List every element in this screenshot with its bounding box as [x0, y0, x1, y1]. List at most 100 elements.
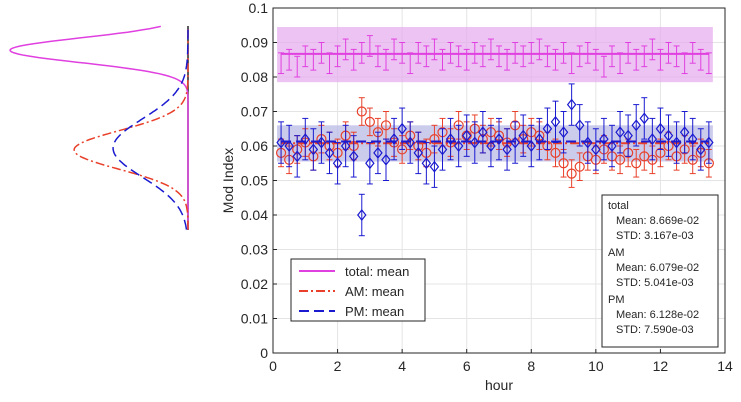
- x-tick-label: 12: [653, 358, 669, 374]
- x-tick-label: 6: [463, 358, 471, 374]
- pm-point: [381, 153, 391, 166]
- am-point: [550, 147, 561, 158]
- series-pm: [276, 83, 714, 237]
- pm-point: [558, 126, 569, 139]
- marginal-curve-pm: [112, 26, 189, 230]
- stats-box-frame: [601, 194, 719, 348]
- stats-am-mean: Mean: 6.079e-02: [616, 262, 699, 274]
- am-point: [566, 168, 577, 179]
- pm-point: [647, 133, 658, 146]
- pm-point: [534, 133, 545, 146]
- pm-point: [655, 122, 666, 135]
- y-tick-label: 0.03: [241, 242, 268, 258]
- y-tick-labels: 0 0.01 0.02 0.03 0.04 0.05 0.06 0.07 0.08 0.09 0.1: [241, 0, 268, 361]
- pm-point: [348, 150, 359, 163]
- pm-point: [631, 119, 641, 132]
- pm-point: [542, 122, 553, 135]
- y-tick-label: 0.04: [241, 207, 268, 223]
- legend-label-am: AM: mean: [345, 284, 404, 299]
- pm-point: [324, 146, 335, 159]
- y-tick-label: 0.05: [241, 173, 268, 189]
- y-tick-label: 0: [260, 345, 268, 361]
- pm-point: [373, 146, 383, 159]
- stats-pm-std: STD: 7.590e-03: [616, 324, 694, 336]
- pm-point: [478, 126, 488, 139]
- pm-point: [696, 143, 706, 156]
- pm-point: [284, 140, 294, 152]
- x-tick-label: 4: [398, 358, 406, 374]
- am-point: [364, 116, 375, 127]
- pm-point: [421, 157, 432, 170]
- am-point: [574, 161, 585, 172]
- stats-am-std: STD: 5.041e-03: [616, 277, 694, 289]
- y-tick-label: 0.08: [241, 69, 268, 85]
- pm-point: [332, 157, 343, 170]
- pm-point: [357, 209, 367, 221]
- series-total: [278, 35, 712, 78]
- marginal-curve-am: [73, 26, 189, 230]
- pm-point: [687, 133, 698, 146]
- data-series: [275, 35, 714, 237]
- plot-frame: [272, 7, 726, 354]
- pm-point: [389, 133, 399, 146]
- pm-point: [292, 150, 302, 163]
- x-tick-label: 8: [527, 358, 535, 374]
- y-axis-label: Mod Index: [220, 148, 236, 213]
- y-tick-label: 0.1: [249, 0, 269, 16]
- x-tick-label: 0: [269, 358, 277, 374]
- stats-pm-label: PM: [608, 294, 625, 306]
- stats-pm-mean: Mean: 6.128e-02: [616, 309, 699, 321]
- pm-point: [429, 160, 440, 173]
- pm-point: [607, 140, 617, 152]
- pm-point: [639, 112, 650, 125]
- pm-point: [486, 140, 496, 152]
- am-point: [614, 154, 626, 165]
- x-axis-label: hour: [485, 377, 513, 393]
- pm-point: [566, 98, 577, 111]
- pm-point: [437, 143, 448, 156]
- pm-point: [453, 140, 464, 152]
- stats-total-mean: Mean: 8.669e-02: [616, 215, 699, 227]
- y-tick-label: 0.01: [241, 311, 268, 327]
- pm-point: [615, 126, 625, 139]
- pm-point: [445, 133, 456, 146]
- x-tick-label: 10: [588, 358, 604, 374]
- pm-point: [574, 119, 585, 132]
- legend: total: mean AM: mean PM: mean: [290, 258, 426, 322]
- legend-label-pm: PM: mean: [345, 304, 404, 319]
- pm-point: [300, 133, 311, 146]
- pm-point: [365, 157, 375, 170]
- pm-point: [599, 133, 609, 146]
- pm-point: [663, 129, 674, 142]
- stats-total-label: total: [608, 200, 629, 212]
- pm-point: [502, 143, 512, 156]
- pm-point: [340, 140, 351, 152]
- am-point: [356, 106, 367, 117]
- stats-box: total Mean: 8.669e-02 STD: 3.167e-03 AM …: [601, 194, 719, 348]
- pm-point: [494, 133, 504, 146]
- x-tick-label: 2: [334, 358, 342, 374]
- pm-point: [308, 143, 319, 156]
- pm-point: [526, 140, 537, 152]
- am-point: [558, 158, 569, 169]
- x-tick-label: 14: [717, 358, 733, 374]
- legend-box: [290, 258, 426, 322]
- pm-point: [550, 115, 561, 128]
- legend-label-total: total: mean: [345, 264, 409, 279]
- x-tick-labels: 0 2 4 6 8 10 12 14: [269, 358, 733, 374]
- y-tick-label: 0.07: [241, 104, 268, 120]
- pm-point: [397, 122, 407, 135]
- marginal-curve-total: [9, 25, 189, 230]
- pm-point: [679, 126, 690, 139]
- am-point: [380, 120, 392, 131]
- pm-point: [591, 143, 601, 156]
- stats-am-label: AM: [608, 247, 625, 259]
- y-tick-label: 0.06: [241, 138, 268, 154]
- y-tick-label: 0.09: [241, 35, 268, 51]
- marginal-distribution-panel: [9, 25, 189, 230]
- am-point: [631, 158, 642, 169]
- stats-total-std: STD: 3.167e-03: [616, 230, 694, 242]
- y-tick-label: 0.02: [241, 276, 268, 292]
- pm-point: [413, 146, 424, 159]
